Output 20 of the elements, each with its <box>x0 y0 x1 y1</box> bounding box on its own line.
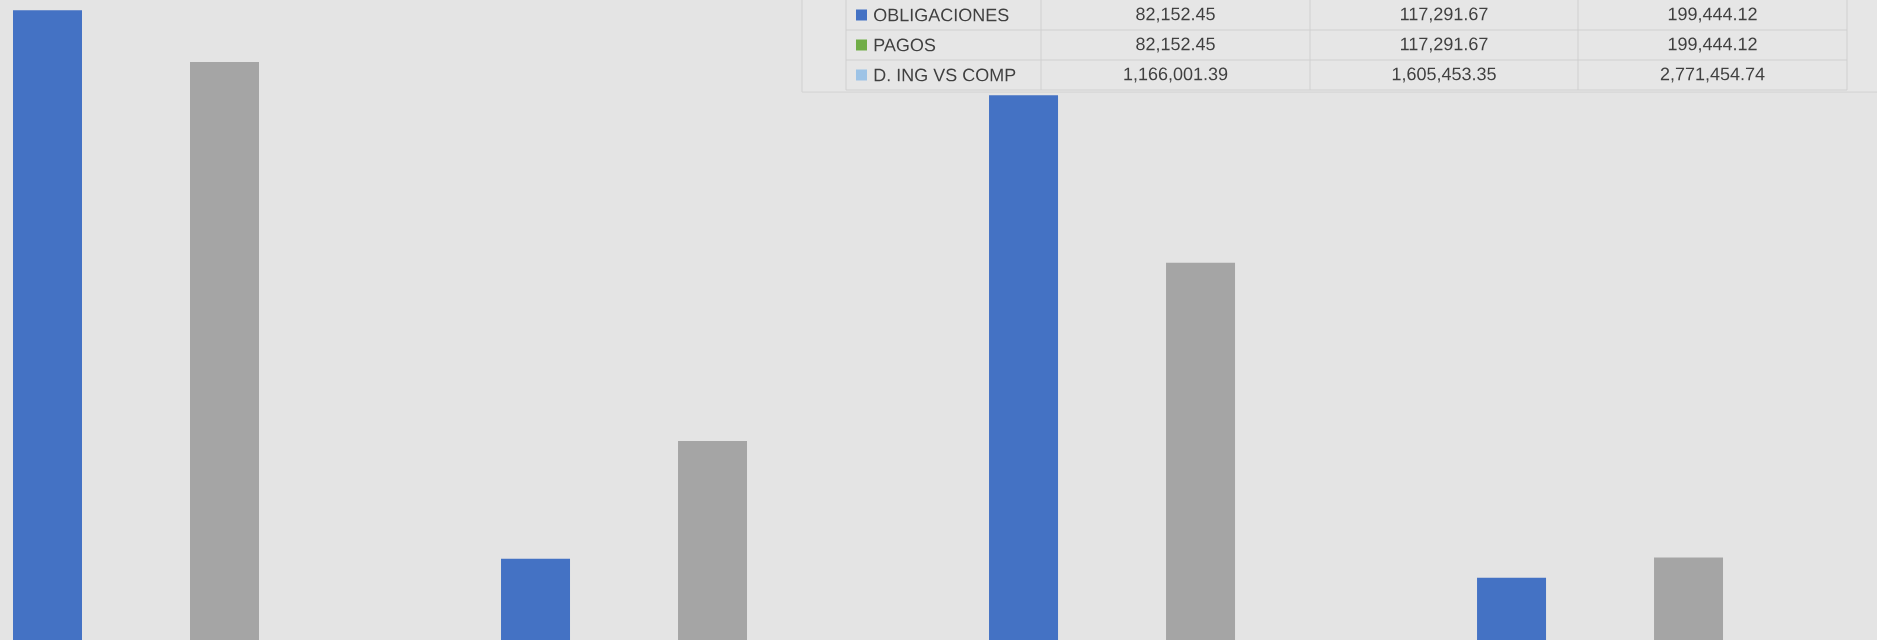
bar <box>989 95 1059 640</box>
annotation: 82,152.45 <box>1136 37 1215 53</box>
bar <box>190 61 260 640</box>
bar <box>1166 262 1236 640</box>
annotation: 117,291.67 <box>1401 7 1488 23</box>
bar <box>678 441 748 640</box>
category-label: OBLIGACIONES <box>874 8 1009 22</box>
bar <box>13 10 82 640</box>
annotation: 2,771,454.74 <box>1660 67 1765 83</box>
category-label: PAGOS <box>874 38 936 52</box>
bar <box>1477 577 1547 640</box>
annotation: 199,444.12 <box>1668 7 1757 23</box>
bar <box>1654 557 1724 640</box>
annotation: 1,166,001.39 <box>1124 67 1228 83</box>
annotation: 199,444.12 <box>1668 37 1757 53</box>
category-label: D. ING VS COMP <box>874 68 1016 82</box>
bar <box>501 558 571 640</box>
annotation: 82,152.45 <box>1136 7 1215 23</box>
annotation: 117,291.67 <box>1401 37 1488 53</box>
annotation: 1,605,453.35 <box>1392 67 1496 83</box>
